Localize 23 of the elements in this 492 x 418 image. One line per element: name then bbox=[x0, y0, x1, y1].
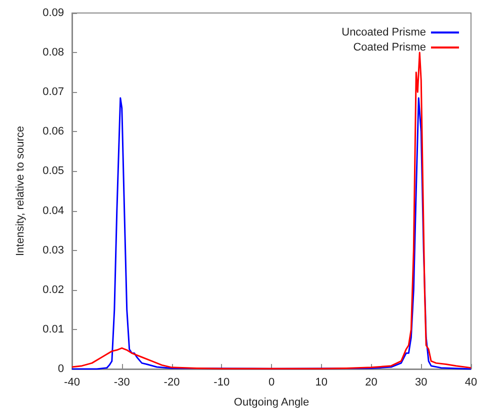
legend-label: Coated Prisme bbox=[353, 42, 426, 54]
y-axis-title: Intensity, relative to source bbox=[14, 126, 26, 256]
y-tick-label: 0.06 bbox=[42, 126, 64, 138]
y-tick-label: 0 bbox=[58, 363, 64, 375]
x-tick-label: 10 bbox=[315, 376, 328, 388]
y-tick-label: 0.08 bbox=[42, 46, 64, 59]
x-tick-label: 40 bbox=[464, 376, 478, 388]
x-tick-label: 30 bbox=[415, 376, 428, 388]
x-tick-label: -10 bbox=[214, 376, 230, 388]
x-tick-label: 0 bbox=[268, 376, 275, 388]
y-tick-label: 0.07 bbox=[42, 86, 64, 98]
x-tick-label: -40 bbox=[64, 376, 80, 388]
y-tick-label: 0.05 bbox=[42, 165, 64, 178]
x-tick-label: 20 bbox=[365, 376, 378, 388]
x-tick-label: -20 bbox=[164, 376, 180, 388]
y-tick-label: 0.01 bbox=[42, 323, 64, 336]
y-tick-label: 0.09 bbox=[42, 7, 64, 19]
y-tick-label: 0.03 bbox=[42, 244, 64, 256]
y-tick-label: 0.04 bbox=[42, 204, 64, 217]
legend-label: Uncoated Prisme bbox=[342, 26, 426, 38]
x-axis-title: Outgoing Angle bbox=[234, 396, 310, 408]
y-tick-label: 0.02 bbox=[42, 284, 64, 296]
x-tick-label: -30 bbox=[114, 376, 130, 388]
